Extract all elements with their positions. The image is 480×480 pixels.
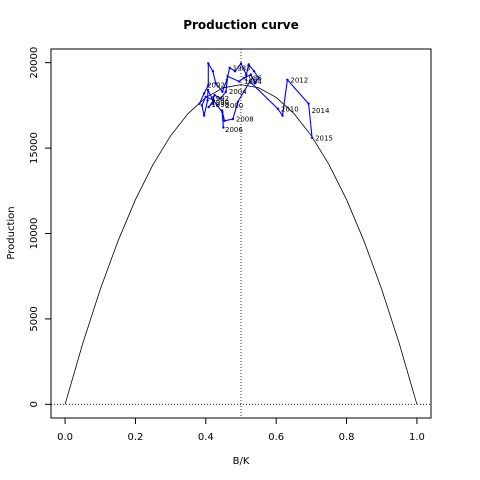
- year-label: 1984: [244, 78, 262, 86]
- observed-point: [206, 88, 210, 92]
- y-tick-label: 5000: [29, 306, 40, 331]
- observed-point: [207, 83, 210, 87]
- observed-point: [257, 76, 260, 80]
- observed-point: [207, 105, 210, 109]
- observed-point: [225, 78, 229, 82]
- year-label: 1986: [244, 75, 262, 83]
- year-label: 2012: [290, 76, 308, 84]
- observed-point: [310, 136, 314, 139]
- observed-point: [214, 82, 217, 85]
- observed-point: [228, 66, 231, 70]
- observed-point: [223, 119, 226, 123]
- observed-point: [307, 102, 310, 105]
- observed-point: [211, 70, 215, 73]
- observed-point: [202, 92, 206, 95]
- observed-point: [224, 90, 228, 93]
- chart-title: Production curve: [183, 18, 299, 32]
- observed-point: [236, 100, 239, 104]
- y-tick-label: 15000: [29, 132, 40, 164]
- observed-point: [281, 114, 284, 117]
- observed-point: [245, 73, 248, 76]
- observed-point: [231, 117, 235, 121]
- x-tick-label: 0.0: [57, 432, 73, 443]
- y-axis-label: Production: [6, 206, 17, 259]
- y-tick-label: 10000: [29, 218, 40, 250]
- production-curve-line: [64, 84, 418, 405]
- observed-point: [206, 99, 209, 102]
- observed-point: [286, 78, 289, 82]
- y-axis: 0 5000 10000 15000 20000: [29, 47, 52, 408]
- year-label: 2004: [229, 88, 247, 96]
- observed-point: [248, 80, 251, 83]
- observed-point: [226, 75, 229, 78]
- reference-lines: [51, 49, 431, 418]
- year-label: 2002: [207, 81, 225, 89]
- observed-point: [219, 97, 222, 100]
- year-label: 2000: [225, 102, 243, 110]
- x-axis: 0.0 0.2 0.4 0.6 0.8 1.0: [57, 417, 425, 443]
- x-axis-label: B/K: [233, 456, 250, 467]
- year-label: 2015: [315, 134, 333, 142]
- observed-point: [202, 114, 206, 117]
- year-label: 2014: [312, 107, 330, 115]
- observed-point: [212, 99, 216, 102]
- observed-point: [213, 93, 216, 97]
- year-label: 1992: [211, 95, 229, 103]
- year-label: 1983: [233, 64, 251, 72]
- observed-point: [222, 126, 225, 129]
- year-label: 2006: [225, 126, 243, 134]
- observed-point: [249, 73, 253, 76]
- observed-point: [204, 95, 207, 99]
- year-label: 1998: [211, 101, 229, 109]
- x-tick-label: 0.2: [127, 432, 143, 443]
- y-tick-label: 20000: [29, 47, 40, 79]
- observed-points: [198, 62, 314, 139]
- observed-point: [210, 102, 213, 105]
- observed-point: [239, 62, 243, 65]
- observed-point: [247, 63, 250, 66]
- observed-point: [238, 80, 241, 83]
- observed-point: [200, 104, 204, 107]
- observed-point: [276, 107, 280, 111]
- observed-point: [215, 104, 219, 107]
- year-label: 2008: [236, 116, 254, 124]
- observed-point: [220, 109, 224, 112]
- year-label: 1990: [211, 99, 229, 107]
- x-tick-label: 0.8: [339, 432, 355, 443]
- x-tick-label: 0.4: [198, 432, 214, 443]
- x-tick-label: 0.6: [268, 432, 284, 443]
- observed-point: [210, 97, 214, 100]
- observed-point: [242, 76, 245, 80]
- year-label: 2010: [281, 105, 299, 113]
- observed-point: [253, 82, 257, 85]
- y-tick-label: 0: [29, 401, 40, 407]
- observed-point: [207, 62, 210, 65]
- x-tick-label: 1.0: [409, 432, 425, 443]
- observed-point: [221, 90, 224, 93]
- observed-point: [252, 70, 256, 73]
- observed-point: [198, 102, 201, 105]
- observed-point: [233, 70, 237, 73]
